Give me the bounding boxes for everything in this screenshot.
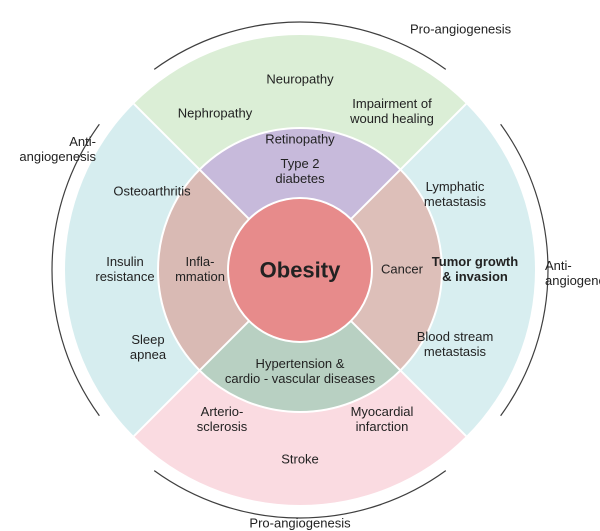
obesity-diagram (0, 0, 600, 531)
